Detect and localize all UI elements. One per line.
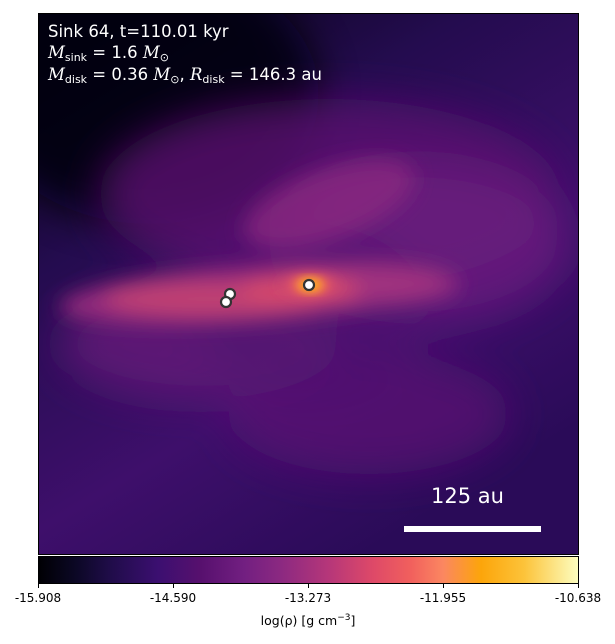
colorbar-label: log(ρ) [g cm−3] xyxy=(260,613,356,629)
scale-bar-label: 125 au xyxy=(431,484,504,508)
colorbar-tick xyxy=(308,584,309,588)
sink-title: Sink 64, t=110.01 kyr xyxy=(48,22,229,41)
filament xyxy=(59,158,459,325)
colorbar-tick xyxy=(443,584,444,588)
density-map-panel: Sink 64, t=110.01 kyr Msink = 1.6 M⊙ Mdi… xyxy=(38,13,579,555)
colorbar-tick xyxy=(38,584,39,588)
colorbar-tick-label: -13.273 xyxy=(284,591,332,605)
sink-marker xyxy=(219,295,233,309)
disk-properties-line: Mdisk = 0.36 M⊙, Rdisk = 146.3 au xyxy=(48,65,322,86)
colorbar-tick-label: -14.590 xyxy=(149,591,197,605)
colorbar-tick xyxy=(578,584,579,588)
density-map xyxy=(39,14,578,554)
colorbar xyxy=(38,556,579,584)
sink-mass-line: Msink = 1.6 M⊙ xyxy=(48,43,169,64)
colorbar-tick-label: -11.955 xyxy=(419,591,467,605)
colorbar-tick-label: -10.638 xyxy=(554,591,602,605)
colorbar-tick-label: -15.908 xyxy=(14,591,62,605)
sink-marker xyxy=(302,278,316,292)
scale-bar xyxy=(404,526,541,532)
colorbar-tick xyxy=(173,584,174,588)
